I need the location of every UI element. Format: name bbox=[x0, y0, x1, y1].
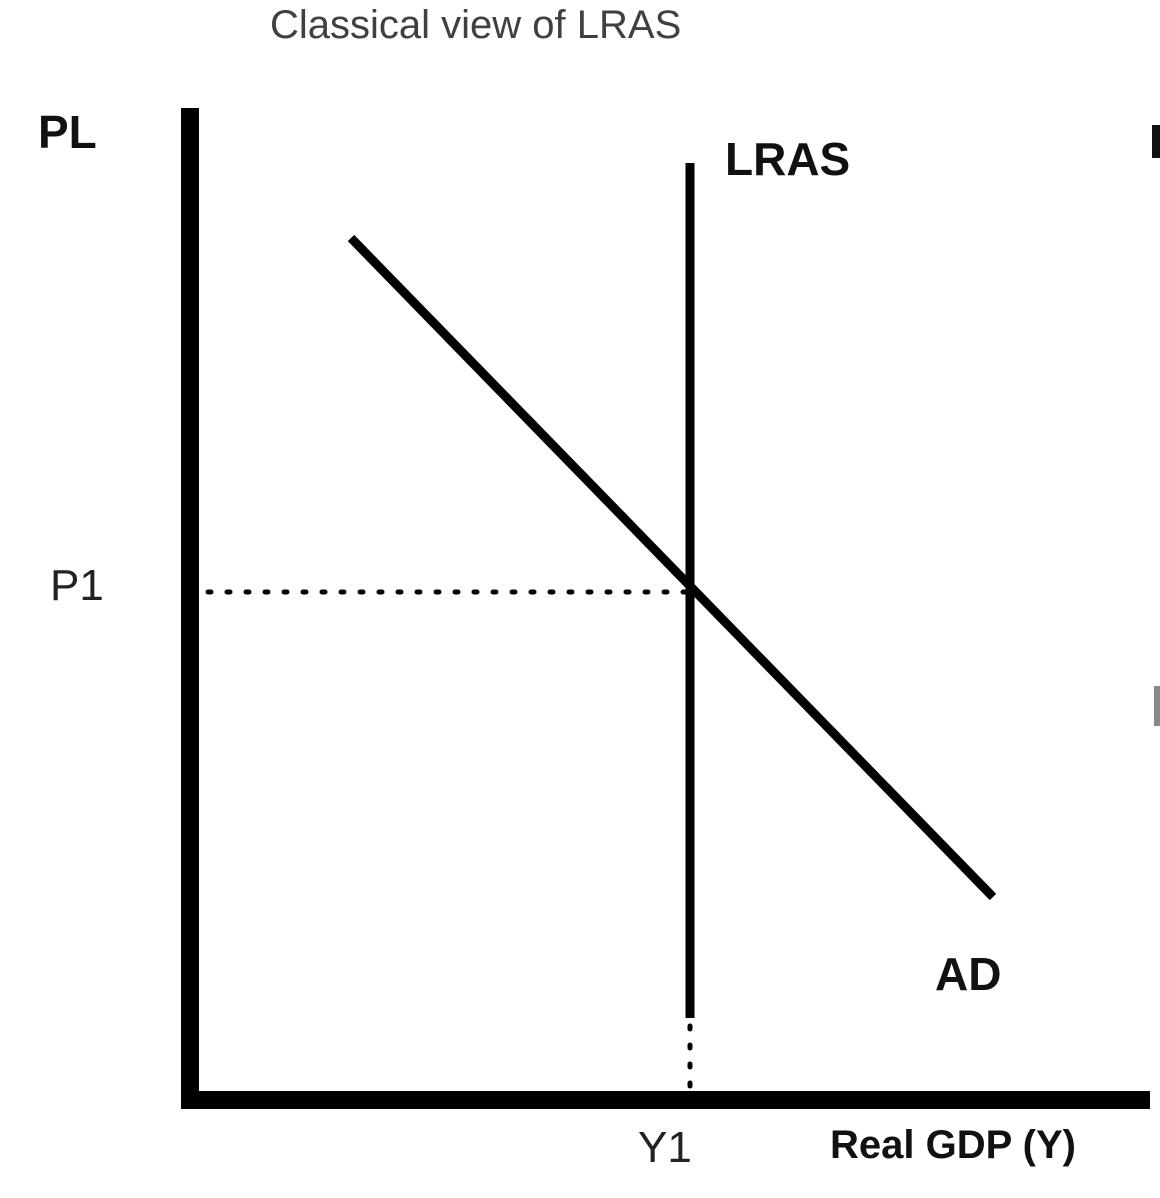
lras-label: LRAS bbox=[725, 133, 850, 185]
cropped-glyph-fragment bbox=[1154, 686, 1160, 726]
cropped-glyph-fragment bbox=[1152, 125, 1160, 158]
y-axis-label: PL bbox=[38, 106, 97, 158]
ad-line bbox=[347, 234, 997, 901]
y1-label: Y1 bbox=[638, 1123, 692, 1172]
x-axis-label: Real GDP (Y) bbox=[830, 1123, 1076, 1167]
diagram-title: Classical view of LRAS bbox=[270, 3, 681, 47]
ad-label: AD bbox=[935, 948, 1001, 1000]
p1-label: P1 bbox=[50, 561, 104, 610]
